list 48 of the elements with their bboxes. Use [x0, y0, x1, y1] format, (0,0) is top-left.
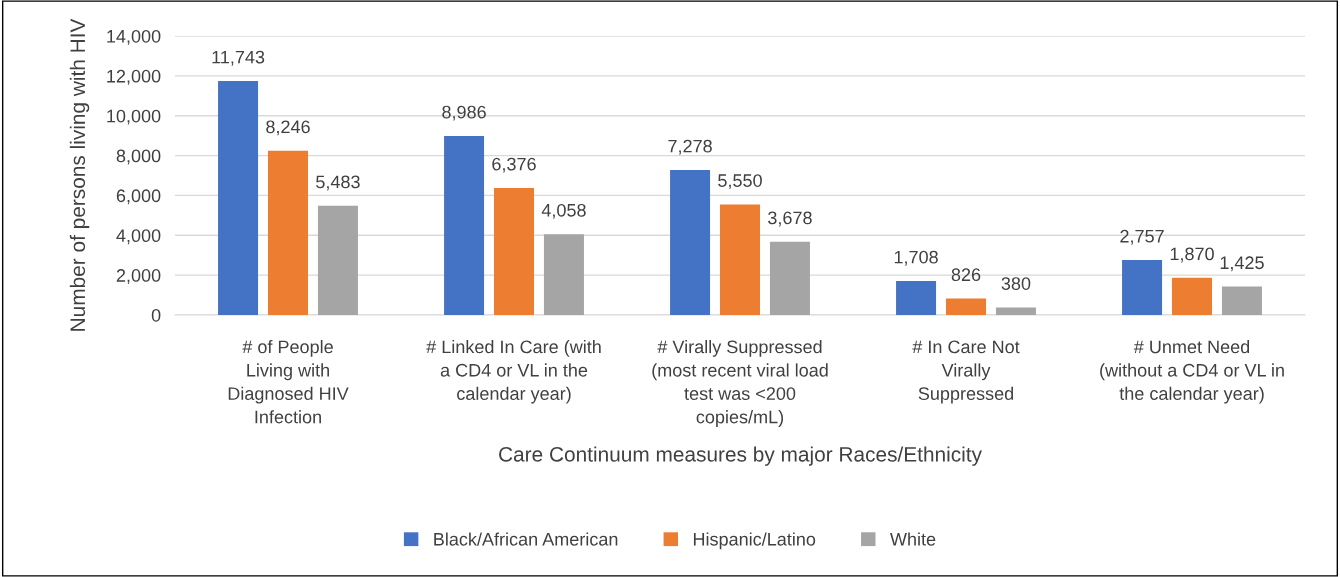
text: 1,870 — [1170, 247, 1214, 263]
bar — [896, 280, 937, 315]
x-tick-label: # In Care Not Virally Suppressed — [912, 340, 1020, 404]
bar — [769, 241, 810, 315]
text: 5,550 — [718, 174, 762, 190]
y-tick-label: 6,000 — [116, 189, 161, 205]
bar — [1221, 286, 1262, 315]
bar — [543, 234, 584, 315]
legend-label: White — [890, 532, 936, 546]
y-tick-label: 2,000 — [116, 269, 161, 284]
text: 5,483 — [316, 175, 360, 191]
x-tick-label: # Linked In Care (with a CD4 or VL in the calendar year) — [426, 340, 601, 404]
bar — [1122, 260, 1163, 315]
y-tick-label: 4,000 — [116, 229, 161, 245]
text: 4,058 — [541, 203, 586, 219]
y-axis-title: Number of persons living with HIV — [69, 18, 90, 331]
bar — [720, 204, 760, 315]
text: 11,743 — [212, 50, 265, 66]
text: 6,376 — [492, 157, 536, 173]
text: 8,986 — [442, 105, 486, 121]
text: 7,278 — [668, 139, 712, 155]
bar — [670, 169, 711, 315]
bar — [218, 80, 259, 315]
x-axis-title: Care Continuum measures by major Races/Ethnicity — [499, 446, 982, 466]
y-tick-label: 12,000 — [107, 69, 161, 85]
text: 2,757 — [1120, 229, 1164, 245]
text: 1,425 — [1220, 256, 1264, 272]
y-tick-label: 0 — [151, 308, 161, 322]
x-tick-label: # of People Living with Diagnosed HIV Infection — [228, 340, 349, 424]
bar — [317, 205, 358, 315]
bar — [995, 307, 1036, 315]
text: 380 — [1001, 277, 1031, 290]
bar — [946, 298, 986, 315]
bar — [444, 135, 485, 315]
text: 1,708 — [894, 250, 938, 266]
y-tick-label: 8,000 — [116, 149, 161, 165]
text: 8,246 — [266, 120, 310, 136]
y-tick-label: 14,000 — [107, 29, 161, 45]
text: 3,678 — [768, 211, 812, 227]
legend-label: Hispanic/Latino — [693, 532, 816, 550]
y-tick-label: 10,000 — [107, 109, 161, 125]
text: 826 — [951, 268, 981, 282]
legend-label: Black/African American — [434, 532, 618, 546]
bar — [268, 150, 308, 315]
bar — [1172, 277, 1212, 315]
bar — [494, 187, 534, 315]
x-tick-label: # Unmet Need (without a CD4 or VL in the calendar year) — [1100, 340, 1284, 404]
x-tick-label: # Virally Suppressed (most recent viral load test was <200 copies/mL) — [652, 340, 828, 427]
